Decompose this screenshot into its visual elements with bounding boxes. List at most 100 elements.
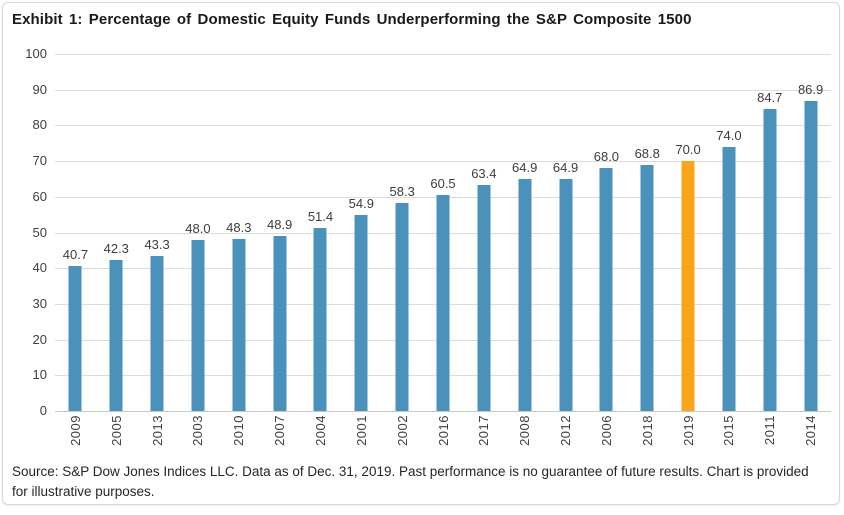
x-tick-cell: 2002 [382,415,423,461]
bar-value-label: 48.3 [226,219,252,235]
bar-2015 [722,146,736,411]
x-tick-cell: 2010 [218,415,259,461]
bar-value-label: 43.3 [144,237,170,253]
y-tick-label: 20 [32,331,47,347]
x-tick-cell: 2001 [341,415,382,461]
bar-2013 [150,256,164,411]
bar-2005 [109,260,123,411]
gridline-100 [55,54,831,55]
x-tick-label-2001: 2001 [353,415,369,446]
y-tick-label: 100 [25,46,47,61]
bar-column-2018: 68.8 [627,54,668,411]
bar-value-label: 86.9 [797,81,824,97]
x-tick-cell: 2006 [586,415,627,461]
x-tick-label-2011: 2011 [762,415,778,445]
x-tick-label-2017: 2017 [476,415,492,446]
x-tick-cell: 2013 [137,415,178,461]
chart-title: Exhibit 1: Percentage of Domestic Equity… [12,11,692,28]
bar-column-2015: 74.0 [709,54,750,411]
bar-column-2004: 51.4 [300,54,341,411]
bar-value-label: 84.7 [757,89,783,105]
x-tick-label-2013: 2013 [149,415,165,446]
bar-column-2017: 63.4 [463,54,504,411]
bar-value-label: 74.0 [716,127,742,143]
bar-2007 [273,236,287,411]
gridline-0 [55,411,831,412]
x-tick-cell: 2009 [55,415,96,461]
bar-value-label: 48.0 [185,220,211,236]
bar-column-2011: 84.7 [749,54,790,411]
bar-2003 [191,239,205,411]
x-tick-label-2004: 2004 [312,415,328,446]
bar-column-2012: 64.9 [545,54,586,411]
x-tick-label-2006: 2006 [598,415,614,446]
bar-2002 [395,202,409,411]
bar-value-label: 42.3 [103,241,129,256]
y-tick-label: 60 [32,188,47,204]
x-tick-cell: 2005 [96,415,137,461]
gridline-90 [55,89,831,91]
x-tick-label-2007: 2007 [272,415,288,446]
bar-value-label: 68.0 [593,149,620,165]
x-tick-cell: 2018 [627,415,668,461]
gridline-80 [55,125,831,127]
bar-column-2008: 64.9 [504,54,545,411]
bar-2011 [763,108,777,411]
bar-2018 [640,165,654,411]
bar-2010 [232,238,246,411]
bar-value-label: 64.9 [512,160,538,176]
x-tick-label-2015: 2015 [721,415,737,446]
x-tick-label-2018: 2018 [639,415,655,446]
x-tick-cell: 2007 [259,415,300,461]
source-note: Source: S&P Dow Jones Indices LLC. Data … [12,464,809,499]
bar-value-label: 64.9 [552,160,579,176]
bar-value-label: 60.5 [430,176,456,192]
y-tick-label: 70 [32,153,47,169]
x-tick-cell: 2016 [423,415,464,461]
x-tick-label-2003: 2003 [190,415,206,446]
bar-column-2013: 43.3 [137,54,178,411]
x-tick-label-2009: 2009 [67,415,83,446]
bar-2008 [518,179,532,411]
x-tick-cell: 2004 [300,415,341,461]
bar-2012 [559,179,573,411]
bar-value-label: 48.9 [266,217,293,233]
bar-column-2019: 70.0 [668,54,709,411]
bar-column-2003: 48.0 [178,54,219,411]
y-tick-label: 30 [32,295,47,311]
y-tick-label: 0 [39,403,47,418]
bar-column-2016: 60.5 [423,54,464,411]
bar-value-label: 68.8 [634,146,660,162]
bar-value-label: 70.0 [675,142,701,158]
bar-value-label: 40.7 [62,246,89,262]
chart-card: Exhibit 1: Percentage of Domestic Equity… [2,2,840,505]
x-tick-label-2016: 2016 [435,415,451,446]
x-tick-label-2002: 2002 [394,415,410,446]
x-tick-cell: 2012 [545,415,586,461]
bar-2006 [599,168,613,411]
bar-value-label: 54.9 [348,196,374,212]
bar-series: 40.7 42.3 43.3 48.0 48.3 48.9 51.4 54.9 58.3 60.5… [55,54,831,411]
bar-column-2002: 58.3 [382,54,423,411]
bar-column-2006: 68.0 [586,54,627,411]
bar-column-2014: 86.9 [790,54,831,411]
x-axis-labels: 2009 2005 2013 2003 2010 2007 2004 2001 2002 2016… [55,415,831,461]
x-tick-cell: 2015 [709,415,750,461]
y-tick-label: 50 [32,224,47,240]
y-tick-label: 40 [32,260,47,276]
bar-2004 [313,227,327,411]
x-tick-label-2010: 2010 [231,415,247,446]
y-tick-label: 90 [32,81,47,97]
x-tick-cell: 2019 [668,415,709,461]
x-tick-cell: 2017 [463,415,504,461]
x-tick-label-2008: 2008 [517,415,533,446]
gridline-70 [55,161,831,163]
x-tick-label-2019: 2019 [680,415,696,446]
x-tick-cell: 2008 [504,415,545,461]
bar-value-label: 51.4 [307,208,334,224]
bar-column-2001: 54.9 [341,54,382,411]
bar-2001 [354,215,368,411]
bar-highlighted-2019 [681,161,695,411]
bar-column-2010: 48.3 [218,54,259,411]
x-tick-cell: 2003 [178,415,219,461]
